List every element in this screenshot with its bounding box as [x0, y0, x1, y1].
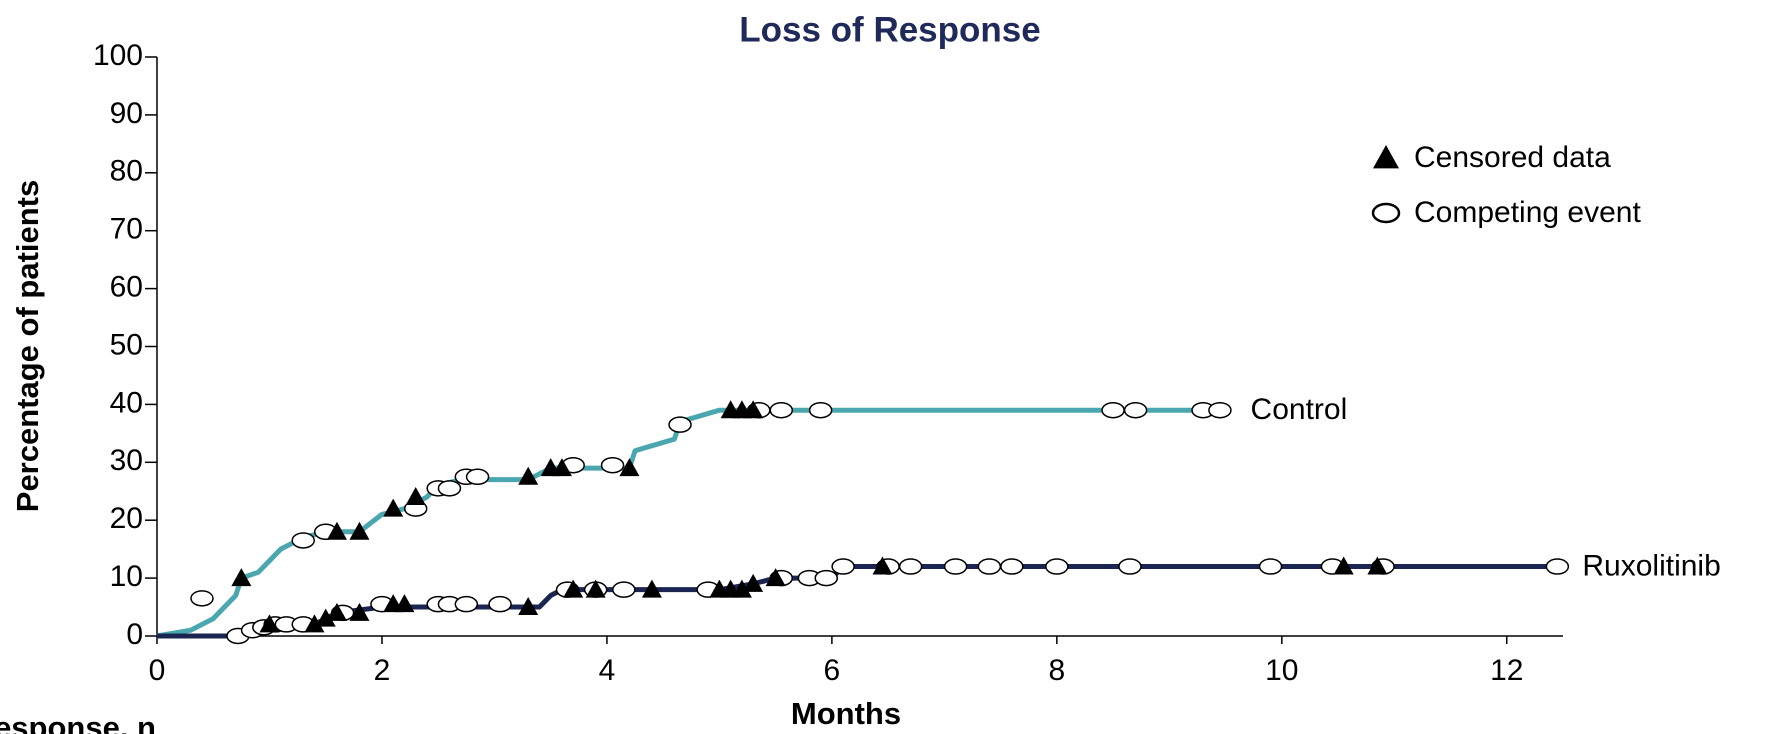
y-axis-title: Percentage of patients	[10, 180, 45, 512]
y-tick-label: 70	[110, 213, 143, 246]
censored-marker	[259, 614, 280, 633]
x-tick-label: 4	[599, 654, 616, 687]
competing-event-marker	[1545, 558, 1570, 575]
x-tick-label: 8	[1048, 654, 1065, 687]
footnote: response, n	[0, 710, 156, 734]
y-tick-label: 50	[110, 328, 143, 361]
legend-label: Competing event	[1414, 196, 1641, 229]
censored-marker	[731, 579, 752, 598]
y-tick-label: 60	[110, 271, 143, 304]
x-axis-title: Months	[791, 696, 901, 731]
censored-marker	[349, 521, 370, 540]
legend-symbol	[1371, 202, 1401, 224]
censored-marker	[1333, 556, 1354, 575]
censored-marker	[743, 400, 764, 419]
y-tick-label: 30	[110, 444, 143, 477]
y-tick-label: 80	[110, 155, 143, 188]
competing-event-marker	[808, 401, 833, 419]
censored-marker	[315, 608, 336, 627]
series-label: Ruxolitinib	[1582, 549, 1720, 582]
censored-marker	[518, 597, 539, 616]
censored-marker	[563, 579, 584, 598]
censored-marker	[1367, 556, 1388, 575]
censored-marker	[326, 521, 347, 540]
y-tick-label: 0	[126, 618, 143, 651]
competing-event-marker	[465, 468, 490, 486]
censored-marker	[518, 466, 539, 485]
censored-marker	[641, 579, 662, 598]
censored-marker	[349, 602, 370, 621]
censored-marker	[405, 487, 426, 506]
competing-event-marker	[454, 595, 479, 613]
x-tick-label: 6	[824, 654, 841, 687]
y-tick-label: 100	[93, 39, 143, 72]
x-tick-label: 2	[374, 654, 391, 687]
chart-title: Loss of Response	[739, 10, 1040, 49]
competing-event-marker	[977, 558, 1002, 575]
censored-marker	[551, 458, 572, 477]
competing-event-marker	[1101, 401, 1125, 419]
censored-marker	[326, 602, 347, 621]
censored-marker	[743, 573, 764, 592]
competing-event-marker	[1208, 401, 1232, 419]
y-tick-label: 10	[110, 560, 143, 593]
censored-marker	[872, 556, 893, 575]
competing-event-marker	[831, 558, 855, 575]
x-tick-label: 10	[1265, 654, 1298, 687]
censored-marker	[585, 579, 606, 598]
competing-event-marker	[814, 569, 839, 587]
competing-event-marker	[1258, 558, 1283, 575]
competing-event-marker	[600, 456, 625, 474]
competing-event-marker	[1118, 558, 1142, 575]
series-label: Control	[1251, 393, 1348, 426]
censored-marker	[619, 458, 640, 477]
competing-event-marker	[1000, 558, 1024, 575]
competing-event-marker	[668, 416, 692, 433]
competing-event-marker	[437, 480, 462, 497]
series-line	[157, 564, 1558, 639]
competing-event-marker	[488, 595, 512, 613]
competing-event-marker	[769, 401, 794, 419]
censored-marker	[394, 594, 415, 613]
series-line	[156, 407, 1226, 639]
censored-marker	[765, 568, 786, 587]
censored-marker	[231, 568, 252, 587]
y-tick-label: 20	[110, 502, 143, 535]
competing-event-marker	[612, 581, 636, 598]
legend-label: Censored data	[1414, 141, 1611, 174]
x-tick-label: 12	[1490, 654, 1523, 687]
legend-symbol	[1373, 145, 1399, 169]
competing-event-marker	[898, 558, 923, 575]
competing-event-marker	[291, 532, 315, 549]
competing-event-marker	[190, 590, 214, 607]
y-tick-label: 40	[110, 386, 143, 419]
x-tick-label: 0	[149, 654, 166, 687]
competing-event-marker	[943, 558, 968, 575]
censored-marker	[304, 614, 325, 633]
competing-event-marker	[1045, 558, 1069, 575]
y-tick-label: 90	[110, 97, 143, 130]
competing-event-marker	[1123, 401, 1148, 419]
censored-marker	[383, 498, 404, 517]
